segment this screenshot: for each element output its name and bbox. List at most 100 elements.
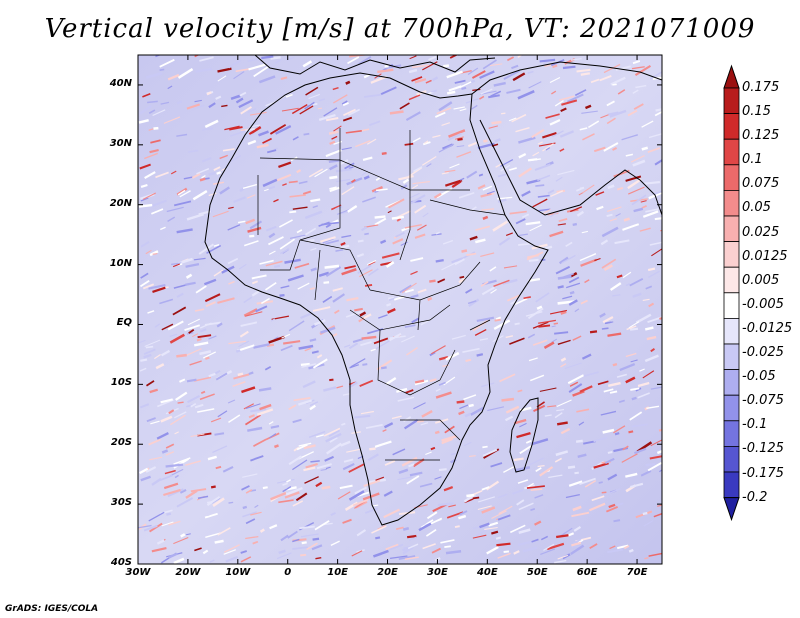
velocity-streak	[558, 218, 568, 223]
velocity-streak	[212, 497, 225, 507]
velocity-streak	[359, 379, 374, 387]
colorbar-swatch	[723, 343, 740, 371]
velocity-streak	[209, 559, 215, 563]
velocity-streak	[167, 488, 184, 498]
velocity-streak	[441, 435, 457, 442]
velocity-streak	[646, 405, 660, 410]
velocity-streak	[621, 134, 638, 141]
velocity-streak	[275, 125, 292, 135]
velocity-streak	[363, 93, 382, 98]
velocity-streak	[303, 466, 316, 472]
velocity-streak	[563, 272, 574, 278]
velocity-streak	[399, 284, 412, 294]
velocity-streak	[329, 164, 338, 171]
velocity-streak	[207, 455, 217, 461]
velocity-streak	[247, 107, 257, 114]
velocity-streak	[291, 104, 308, 115]
velocity-streak	[352, 338, 364, 343]
velocity-streak	[544, 414, 552, 417]
velocity-streak	[649, 241, 662, 246]
velocity-streak	[607, 381, 621, 388]
velocity-streak	[235, 349, 241, 353]
velocity-streak	[424, 140, 429, 144]
velocity-streak	[410, 194, 426, 205]
velocity-streak	[240, 106, 252, 115]
colorbar-label: -0.025	[742, 345, 784, 361]
velocity-streak	[222, 148, 235, 152]
madagascar-coastline	[509, 397, 539, 473]
velocity-streak	[325, 266, 342, 277]
velocity-streak	[422, 141, 431, 146]
velocity-streak	[286, 479, 292, 483]
velocity-streak	[516, 432, 531, 439]
velocity-streak	[490, 462, 503, 468]
velocity-streak	[612, 147, 618, 151]
velocity-streak	[472, 88, 481, 92]
velocity-streak	[375, 476, 385, 481]
velocity-streak	[576, 186, 585, 192]
velocity-streak	[163, 482, 179, 490]
velocity-streak	[495, 536, 502, 540]
velocity-streak	[482, 185, 493, 191]
velocity-streak	[479, 337, 489, 341]
lon-label: 70E	[626, 567, 648, 578]
velocity-streak	[448, 85, 462, 92]
velocity-streak	[478, 173, 484, 177]
velocity-streak	[259, 403, 272, 411]
velocity-streak	[458, 514, 467, 520]
velocity-streak	[495, 316, 502, 321]
velocity-streak	[482, 448, 498, 457]
velocity-streak	[172, 263, 180, 268]
velocity-streak	[585, 104, 592, 110]
velocity-streak	[270, 425, 280, 429]
velocity-streak	[174, 431, 179, 435]
velocity-streak	[325, 149, 342, 158]
velocity-streak	[199, 393, 215, 401]
colorbar-swatch	[723, 266, 740, 294]
velocity-streak	[268, 421, 274, 425]
velocity-streak	[480, 192, 492, 198]
velocity-streak	[441, 261, 457, 271]
lat-label: EQ	[116, 317, 132, 329]
velocity-streak	[438, 143, 455, 153]
velocity-streak	[142, 192, 156, 200]
velocity-streak	[383, 490, 393, 497]
velocity-streak	[515, 218, 526, 225]
velocity-streak	[366, 138, 377, 145]
velocity-streak	[311, 350, 319, 354]
velocity-streak	[268, 232, 276, 239]
lat-label: 10N	[109, 257, 132, 269]
velocity-streak	[289, 194, 306, 198]
velocity-streak	[565, 241, 573, 248]
velocity-streak	[307, 239, 315, 243]
velocity-streak	[508, 117, 517, 122]
velocity-streak	[435, 418, 449, 424]
velocity-streak	[508, 167, 517, 171]
velocity-streak	[321, 221, 340, 226]
velocity-streak	[642, 210, 659, 218]
velocity-streak	[593, 436, 608, 443]
velocity-streak	[609, 109, 627, 118]
velocity-streak	[505, 232, 513, 236]
velocity-streak	[391, 215, 405, 220]
velocity-streak	[610, 76, 626, 86]
velocity-streak	[492, 335, 504, 343]
velocity-streak	[443, 486, 454, 492]
velocity-streak	[329, 186, 337, 190]
velocity-streak	[406, 347, 418, 356]
velocity-streak	[331, 135, 338, 140]
velocity-streak	[607, 332, 622, 337]
velocity-streak	[614, 239, 630, 245]
velocity-streak	[637, 381, 650, 388]
velocity-streak	[503, 265, 518, 269]
velocity-streak	[280, 248, 290, 255]
colorbar-label: -0.1	[742, 417, 768, 433]
velocity-streak	[223, 544, 240, 553]
velocity-streak	[167, 216, 176, 222]
velocity-streak	[269, 524, 278, 530]
velocity-streak	[410, 257, 424, 262]
velocity-streak	[579, 253, 597, 262]
velocity-streak	[308, 430, 326, 438]
velocity-streak	[165, 443, 175, 449]
velocity-streak	[443, 376, 456, 386]
